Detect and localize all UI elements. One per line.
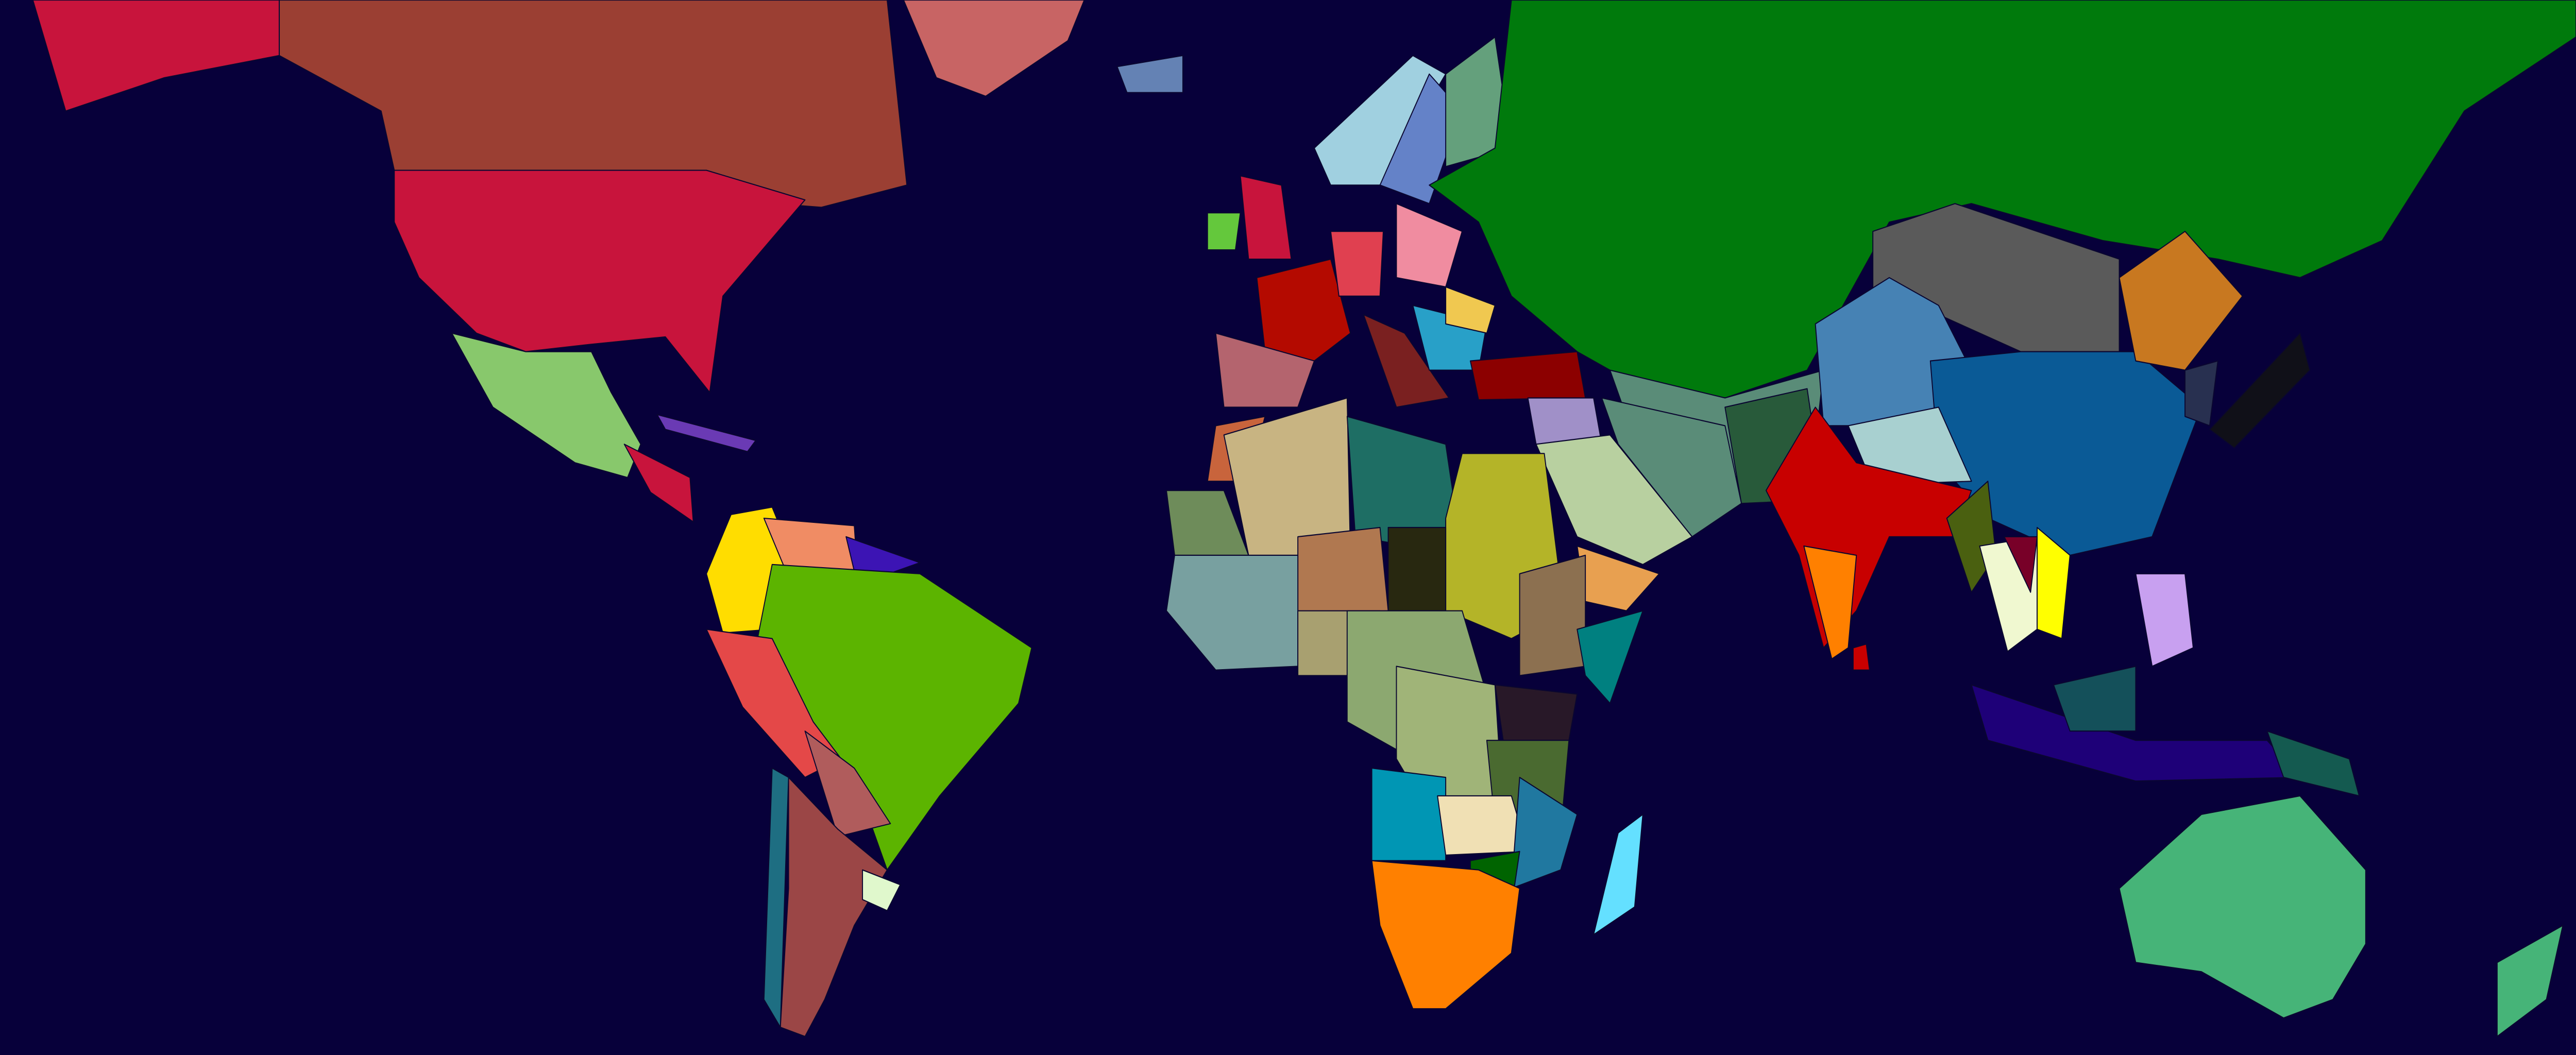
- region-angola[interactable]: [1371, 768, 1447, 861]
- region-chile[interactable]: [763, 768, 789, 1028]
- region-new-guinea[interactable]: [2266, 730, 2360, 797]
- region-laos[interactable]: [2004, 536, 2038, 593]
- region-manchuria[interactable]: [2119, 231, 2243, 371]
- region-borneo[interactable]: [2053, 666, 2137, 732]
- region-usa[interactable]: [394, 169, 806, 393]
- region-korea[interactable]: [2184, 360, 2218, 427]
- region-greenland[interactable]: [903, 0, 1085, 97]
- region-vietnam[interactable]: [2037, 526, 2071, 639]
- region-italy[interactable]: [1363, 314, 1450, 408]
- region-iceland[interactable]: [1116, 55, 1183, 93]
- region-south-africa[interactable]: [1371, 860, 1520, 1010]
- region-madagascar[interactable]: [1593, 813, 1643, 935]
- region-persia[interactable]: [1601, 397, 1742, 538]
- region-romania[interactable]: [1445, 286, 1496, 334]
- region-russia[interactable]: [1429, 0, 2576, 399]
- region-central-america[interactable]: [623, 444, 694, 523]
- region-mozambique[interactable]: [1511, 776, 1578, 889]
- region-philippines[interactable]: [2135, 573, 2194, 667]
- region-ireland[interactable]: [1207, 212, 1241, 251]
- region-kenya[interactable]: [1494, 684, 1578, 741]
- region-france[interactable]: [1256, 258, 1351, 362]
- region-mexico[interactable]: [451, 332, 641, 479]
- region-bolivia[interactable]: [804, 730, 891, 838]
- region-japan[interactable]: [2209, 332, 2311, 449]
- region-chad[interactable]: [1387, 526, 1447, 621]
- region-south-india[interactable]: [1803, 545, 1857, 660]
- region-uruguay[interactable]: [862, 869, 901, 911]
- region-spain[interactable]: [1215, 332, 1315, 408]
- region-australia[interactable]: [2119, 795, 2366, 1019]
- regions-layer: [32, 0, 2576, 1037]
- region-new-zealand[interactable]: [2496, 925, 2564, 1037]
- region-ethiopia[interactable]: [1519, 554, 1586, 676]
- region-cuba[interactable]: [656, 414, 756, 452]
- region-somalia[interactable]: [1577, 610, 1643, 704]
- region-uk[interactable]: [1240, 175, 1292, 260]
- region-west-africa[interactable]: [1166, 554, 1299, 671]
- region-germany[interactable]: [1330, 231, 1384, 297]
- region-sri-lanka[interactable]: [1852, 643, 1870, 671]
- region-turkey[interactable]: [1469, 351, 1586, 401]
- region-argentina[interactable]: [779, 776, 888, 1037]
- region-niger[interactable]: [1297, 526, 1389, 615]
- region-arabia[interactable]: [1535, 434, 1693, 565]
- region-alaska[interactable]: [32, 0, 280, 112]
